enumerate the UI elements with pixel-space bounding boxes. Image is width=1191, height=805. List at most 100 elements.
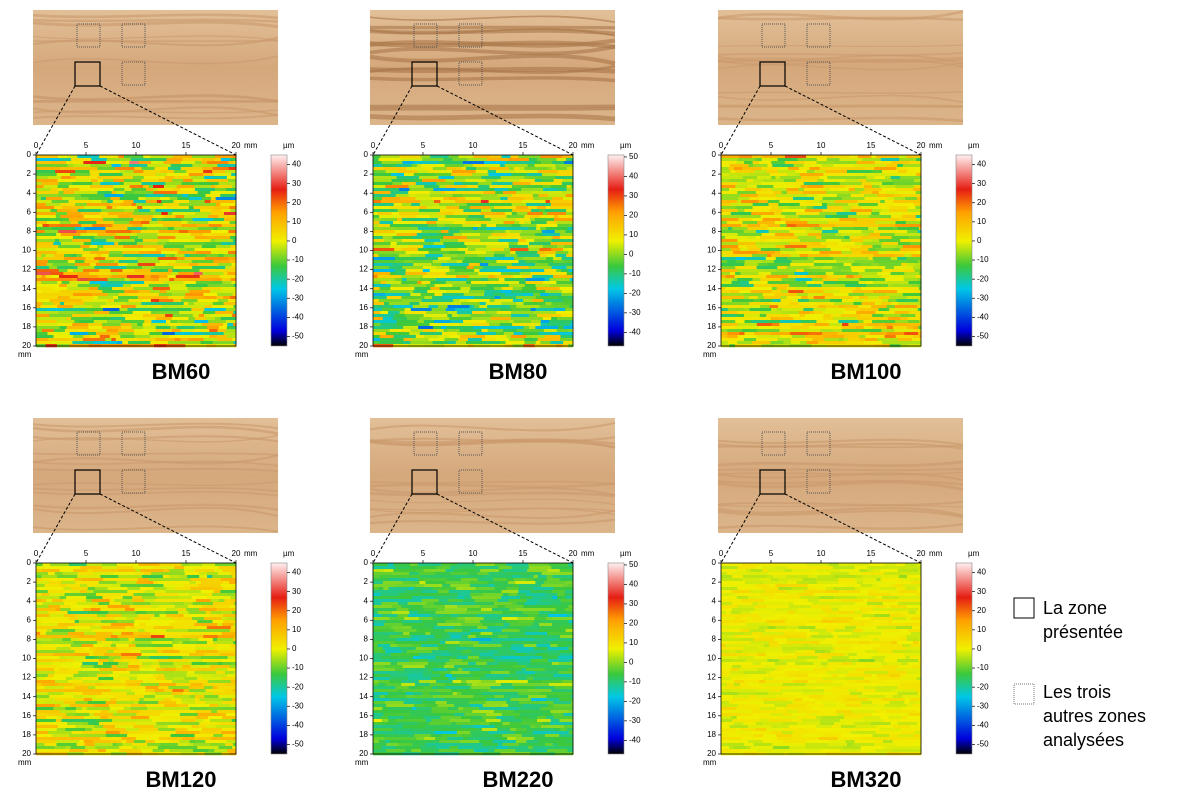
height-texture: [82, 269, 100, 273]
height-texture: [120, 656, 138, 660]
height-texture: [420, 155, 431, 159]
height-texture: [89, 245, 98, 249]
height-texture: [82, 710, 102, 714]
height-texture: [758, 161, 772, 165]
height-texture: [108, 659, 115, 663]
height-texture: [447, 329, 460, 333]
height-texture: [813, 296, 826, 300]
height-texture: [163, 584, 185, 588]
height-texture: [889, 296, 908, 300]
height-texture: [566, 644, 574, 648]
height-texture: [522, 611, 540, 615]
height-texture: [166, 290, 190, 294]
height-texture: [767, 224, 781, 228]
height-texture: [848, 215, 870, 219]
height-texture: [373, 164, 383, 168]
y-tick-label: 2: [712, 169, 717, 178]
height-texture: [75, 302, 85, 306]
height-texture: [460, 665, 468, 669]
height-texture: [159, 290, 167, 294]
height-texture: [100, 680, 121, 684]
height-texture: [411, 203, 421, 207]
height-texture: [752, 203, 769, 207]
height-texture: [456, 260, 463, 264]
height-texture: [523, 608, 548, 612]
height-texture: [474, 305, 480, 309]
height-texture: [524, 602, 537, 606]
height-texture: [214, 647, 221, 651]
height-texture: [56, 728, 66, 732]
height-texture: [752, 341, 771, 345]
height-texture: [130, 323, 138, 327]
height-texture: [59, 302, 65, 306]
height-texture: [456, 692, 462, 696]
height-texture: [814, 170, 826, 174]
height-texture: [81, 254, 98, 258]
height-texture: [115, 629, 128, 633]
x-tick-label: 0: [371, 141, 376, 150]
height-texture: [556, 281, 574, 285]
height-texture: [519, 233, 536, 237]
height-texture: [150, 269, 169, 273]
height-texture: [142, 314, 166, 318]
height-texture: [415, 194, 430, 198]
height-texture: [437, 644, 447, 648]
height-texture: [505, 341, 525, 345]
height-texture: [568, 251, 574, 255]
height-texture: [36, 164, 57, 168]
height-texture: [797, 329, 821, 333]
height-texture: [143, 572, 152, 576]
height-texture: [886, 197, 895, 201]
height-texture: [36, 233, 57, 237]
height-texture: [67, 338, 84, 342]
height-texture: [36, 707, 54, 711]
height-texture: [877, 218, 900, 222]
height-texture: [116, 620, 135, 624]
height-texture: [567, 638, 574, 642]
height-texture: [180, 188, 196, 192]
height-texture: [511, 290, 521, 294]
height-texture: [123, 209, 135, 213]
height-texture: [169, 197, 178, 201]
height-texture: [137, 674, 154, 678]
height-texture: [55, 215, 61, 219]
height-texture: [36, 224, 43, 228]
zoom-line: [372, 493, 413, 564]
height-texture: [853, 302, 862, 306]
height-texture: [744, 260, 763, 264]
height-texture: [497, 605, 506, 609]
height-texture: [93, 725, 104, 729]
height-texture: [497, 707, 519, 711]
height-texture: [380, 281, 387, 285]
height-texture: [520, 575, 534, 579]
height-texture: [91, 158, 108, 162]
height-texture: [781, 212, 797, 216]
height-texture: [150, 290, 160, 294]
height-texture: [187, 605, 203, 609]
height-texture: [384, 239, 403, 243]
height-texture: [419, 575, 444, 579]
height-texture: [195, 644, 219, 648]
height-texture: [555, 608, 566, 612]
colorbar-tick-label: 20: [977, 198, 986, 207]
height-texture: [872, 257, 892, 261]
height-texture: [156, 200, 162, 204]
height-texture: [502, 191, 517, 195]
height-texture: [231, 731, 237, 735]
height-texture: [510, 230, 523, 234]
height-texture: [519, 221, 525, 225]
height-texture: [829, 188, 840, 192]
height-texture: [402, 278, 407, 282]
height-texture: [180, 161, 196, 165]
height-texture: [533, 293, 541, 297]
height-texture: [206, 161, 229, 165]
height-texture: [107, 605, 130, 609]
height-texture: [380, 311, 389, 315]
height-texture: [503, 248, 511, 252]
height-texture: [387, 563, 394, 567]
zoom-line: [436, 85, 574, 156]
height-texture: [396, 638, 415, 642]
height-texture: [373, 341, 380, 345]
height-texture: [36, 692, 48, 696]
height-texture: [879, 239, 901, 243]
